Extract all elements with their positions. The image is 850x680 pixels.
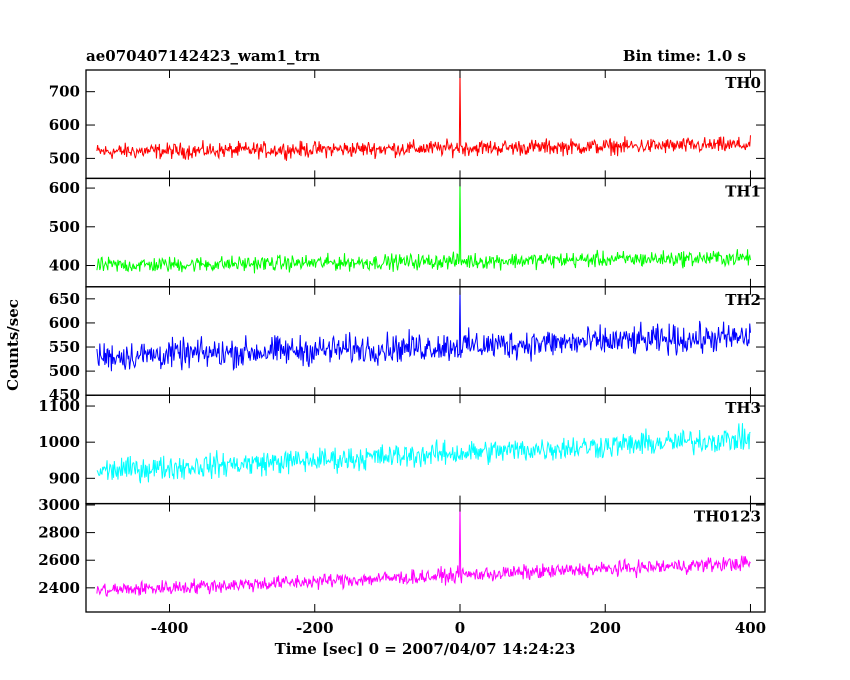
series-line-th1 [96,178,751,274]
series-line-th3 [96,423,751,484]
x-tick-label: -200 [296,619,334,637]
y-tick-label-th0123: 2400 [38,579,80,597]
y-tick-label-th0123: 2800 [38,524,80,542]
panel-label-th0123: TH0123 [694,508,761,526]
x-tick-label: 0 [455,619,465,637]
y-tick-label-th0123: 2600 [38,551,80,569]
y-tick-label-th1: 400 [49,257,80,275]
panel-frame-th0123 [85,502,766,613]
panel-frame-th1 [85,177,766,288]
y-tick-label-th0123: 3000 [38,496,80,514]
series-line-th2 [96,286,751,372]
y-tick-label-th2: 500 [49,362,80,380]
panels-group: 500 600 700 TH0 400 500 600 TH1 450 500 550 600 650 T… [38,69,766,637]
y-tick-label-th2: 550 [49,338,80,356]
panel-frame-th0 [85,69,766,180]
panel-label-th0: TH0 [725,74,761,92]
chart-title: ae070407142423_wam1_trn [86,47,320,65]
y-tick-label-th3: 900 [49,469,80,487]
y-tick-label-th3: 1100 [38,397,80,415]
y-tick-label-th0: 700 [49,83,80,101]
y-tick-label-th2: 450 [49,386,80,404]
bin-time-label: Bin time: 1.0 s [623,47,746,65]
y-tick-label-th0: 600 [49,116,80,134]
panel-frame-th3 [85,394,766,505]
y-tick-label-th2: 600 [49,314,80,332]
y-axis-label: Counts/sec [4,299,22,391]
y-tick-label-th1: 500 [49,218,80,236]
y-tick-label-th0: 500 [49,149,80,167]
x-tick-label: 200 [590,619,621,637]
panel-label-th2: TH2 [725,291,761,309]
x-tick-label: -400 [151,619,189,637]
y-tick-label-th2: 650 [49,290,80,308]
y-tick-label-th1: 600 [49,179,80,197]
series-line-th0 [96,69,751,161]
panel-label-th3: TH3 [725,399,761,417]
y-tick-label-th3: 1000 [38,433,80,451]
panel-label-th1: TH1 [725,182,761,200]
x-axis-label: Time [sec] 0 = 2007/04/07 14:24:23 [275,640,576,658]
series-line-th0123 [96,503,751,597]
x-tick-label: 400 [735,619,766,637]
